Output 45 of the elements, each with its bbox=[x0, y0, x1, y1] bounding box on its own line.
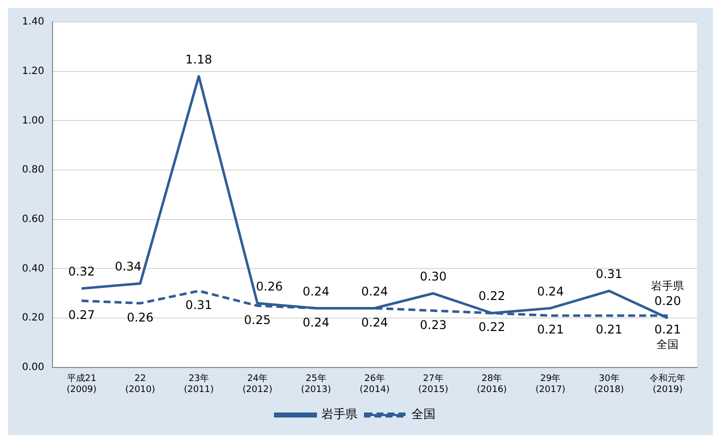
x-tick-label: 22 (2010) bbox=[125, 374, 156, 395]
y-tick-label: 0.60 bbox=[22, 214, 44, 225]
data-label: 0.20 bbox=[654, 294, 682, 308]
data-label: 0.24 bbox=[302, 315, 330, 330]
data-label: 0.22 bbox=[478, 320, 506, 334]
y-tick-label: 0.00 bbox=[22, 362, 44, 373]
data-label: 1.18 bbox=[185, 52, 212, 66]
legend-label: 全国 bbox=[412, 407, 436, 422]
data-label: 0.32 bbox=[68, 264, 95, 279]
data-label: 0.31 bbox=[596, 267, 622, 282]
x-tick-label: 平成21 (2009) bbox=[66, 373, 97, 395]
data-label: 0.25 bbox=[244, 312, 271, 327]
text: 岩手県 bbox=[651, 279, 684, 292]
y-tick-label: 1.00 bbox=[22, 115, 44, 126]
data-label: 0.21 bbox=[537, 322, 564, 337]
data-label: 0.24 bbox=[302, 284, 330, 298]
data-label: 0.24 bbox=[361, 284, 388, 298]
legend-label: 岩手県 bbox=[322, 407, 358, 422]
data-label: 0.23 bbox=[420, 318, 447, 332]
data-label: 0.26 bbox=[256, 279, 283, 294]
x-tick-label: 26年 (2014) bbox=[360, 373, 390, 395]
y-tick-label: 0.20 bbox=[22, 312, 44, 324]
x-tick-label: 令和元年 (2019) bbox=[650, 373, 686, 395]
x-tick-label: 24年 (2012) bbox=[242, 373, 272, 395]
y-tick-label: 1.40 bbox=[22, 16, 44, 28]
y-tick-label: 1.20 bbox=[22, 66, 44, 77]
data-label: 0.31 bbox=[185, 298, 212, 312]
x-tick-label: 30年 (2018) bbox=[594, 373, 624, 395]
x-tick-label: 23年 (2011) bbox=[184, 373, 214, 395]
data-label: 0.21 bbox=[654, 322, 682, 337]
y-tick-label: 0.80 bbox=[22, 164, 44, 176]
data-label: 0.34 bbox=[114, 260, 142, 274]
data-label: 0.26 bbox=[126, 310, 154, 324]
x-tick-label: 28年 (2016) bbox=[476, 373, 507, 395]
data-label: 0.24 bbox=[537, 284, 564, 298]
x-tick-label: 29年 (2017) bbox=[536, 373, 566, 395]
data-label: 0.22 bbox=[478, 289, 506, 304]
text: 全国 bbox=[656, 338, 679, 351]
data-label: 0.27 bbox=[68, 308, 95, 322]
data-label: 0.24 bbox=[361, 315, 388, 330]
y-tick-label: 0.40 bbox=[22, 263, 44, 274]
x-tick-label: 27年 (2015) bbox=[418, 373, 448, 395]
data-label: 0.30 bbox=[420, 270, 447, 284]
x-tick-label: 25年 (2013) bbox=[301, 373, 331, 395]
data-label: 0.21 bbox=[596, 322, 622, 337]
